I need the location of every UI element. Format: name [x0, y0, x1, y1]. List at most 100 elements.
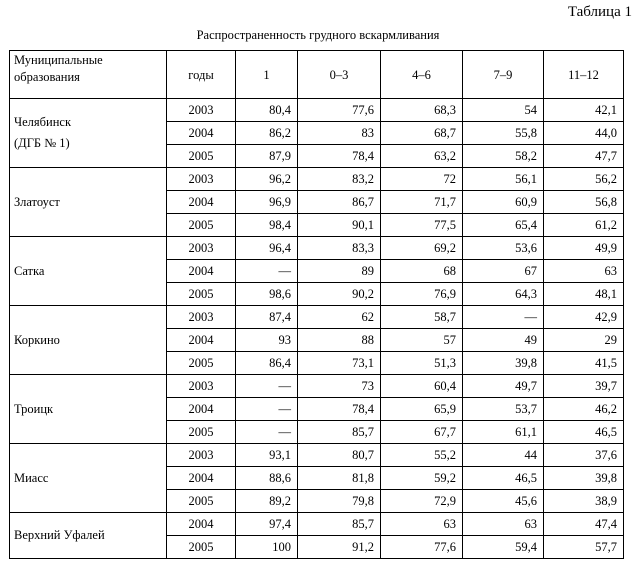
- table-title: Распространенность грудного вскармливани…: [196, 28, 440, 42]
- table-header: Муниципальные образования годы 1 0–3 4–6…: [9, 50, 624, 99]
- table-row: 2004 88,6 81,8 59,2 46,5 39,8: [10, 466, 624, 490]
- year-cell: 2003: [166, 167, 236, 191]
- table-row: Златоуст 2003 96,2 83,2 72 56,1 56,2: [9, 167, 624, 237]
- year-cell: 2003: [166, 374, 236, 398]
- table-row: Верхний Уфалей 2004 97,4 85,7 63 63 47,4: [9, 512, 624, 559]
- value-cell: 39,7: [543, 374, 624, 398]
- value-cell: 71,7: [380, 190, 463, 214]
- value-cell: 76,9: [380, 282, 463, 306]
- header-row: Муниципальные образования годы 1 0–3 4–6…: [9, 50, 624, 99]
- value-cell: 49,7: [462, 374, 544, 398]
- value-cell: 96,9: [235, 190, 298, 214]
- table-row: Сатка 2003 96,4 83,3 69,2 53,6 49,9: [9, 236, 624, 306]
- value-cell: 89,2: [235, 489, 298, 513]
- value-cell: 65,9: [380, 397, 463, 421]
- year-cell: 2005: [166, 535, 236, 559]
- value-cell: 63: [543, 259, 624, 283]
- value-cell: 80,4: [235, 98, 298, 122]
- value-cell: 58,2: [462, 144, 544, 168]
- header-age-0-3: 0–3: [297, 50, 381, 99]
- municipality-name-line: Верхний Уфалей: [14, 528, 105, 542]
- value-cell: 58,7: [380, 305, 463, 329]
- value-cell: 98,4: [235, 213, 298, 237]
- municipality-cell: Миасс: [9, 443, 167, 513]
- value-cell: 49: [462, 328, 544, 352]
- value-cell: 62: [297, 305, 381, 329]
- value-cell: 83: [297, 121, 381, 145]
- value-cell: 72,9: [380, 489, 463, 513]
- value-cell: 73,1: [297, 351, 381, 375]
- table-caption: Таблица 1: [567, 4, 632, 20]
- value-cell: 37,6: [543, 443, 624, 467]
- municipality-cell: Златоуст: [9, 167, 167, 237]
- value-cell: 59,4: [462, 535, 544, 559]
- value-cell: 83,2: [297, 167, 381, 191]
- value-cell: 47,4: [543, 512, 624, 536]
- value-cell: 46,5: [543, 420, 624, 444]
- value-cell: 81,8: [297, 466, 381, 490]
- value-cell: —: [235, 420, 298, 444]
- value-cell: 61,1: [462, 420, 544, 444]
- value-cell: 65,4: [462, 213, 544, 237]
- header-age-4-6: 4–6: [380, 50, 463, 99]
- value-cell: 41,5: [543, 351, 624, 375]
- municipality-name-line: (ДГБ № 1): [14, 136, 70, 150]
- value-cell: 39,8: [543, 466, 624, 490]
- value-cell: —: [235, 259, 298, 283]
- header-municipality-line: образования: [14, 70, 80, 84]
- table-row: Коркино 2003 87,4 62 58,7—42,9: [9, 305, 624, 375]
- year-cell: 2004: [166, 190, 236, 214]
- year-cell: 2004: [166, 466, 236, 490]
- value-cell: 46,5: [462, 466, 544, 490]
- year-cell: 2004: [166, 259, 236, 283]
- value-cell: 96,4: [235, 236, 298, 260]
- table-body: Челябинск (ДГБ № 1) 2003 80,4 77,6 68,3 54 42,1…: [9, 98, 624, 559]
- value-cell: 87,9: [235, 144, 298, 168]
- value-cell: 59,2: [380, 466, 463, 490]
- value-cell: —: [235, 374, 298, 398]
- table-row: 2005 100 91,2 77,6 59,4 57,7: [10, 535, 624, 559]
- table-row: 2004 96,9 86,7 71,7 60,9 56,8: [10, 190, 624, 214]
- municipality-name-line: Троицк: [14, 401, 54, 416]
- value-cell: 86,2: [235, 121, 298, 145]
- value-cell: 64,3: [462, 282, 544, 306]
- value-cell: 77,6: [380, 535, 463, 559]
- table-row: Троицк 2003—73 60,4 49,7 39,7: [9, 374, 624, 444]
- value-cell: 98,6: [235, 282, 298, 306]
- value-cell: 96,2: [235, 167, 298, 191]
- value-cell: 83,3: [297, 236, 381, 260]
- year-cell: 2003: [166, 443, 236, 467]
- value-cell: 78,4: [297, 397, 381, 421]
- value-cell: 45,6: [462, 489, 544, 513]
- value-cell: 39,8: [462, 351, 544, 375]
- value-cell: 86,4: [235, 351, 298, 375]
- value-cell: 91,2: [297, 535, 381, 559]
- value-cell: 79,8: [297, 489, 381, 513]
- municipality-name-line: Челябинск: [14, 115, 72, 129]
- municipality-name-line: Миасс: [14, 470, 49, 485]
- value-cell: 29: [543, 328, 624, 352]
- municipality-cell: Верхний Уфалей: [9, 512, 167, 559]
- header-age-7-9: 7–9: [462, 50, 544, 99]
- value-cell: 78,4: [297, 144, 381, 168]
- value-cell: 55,2: [380, 443, 463, 467]
- year-cell: 2004: [166, 121, 236, 145]
- value-cell: 38,9: [543, 489, 624, 513]
- value-cell: 56,1: [462, 167, 544, 191]
- header-age-1: 1: [235, 50, 298, 99]
- table-row: 2005 87,9 78,4 63,2 58,2 47,7: [10, 144, 624, 168]
- year-cell: 2005: [166, 144, 236, 168]
- value-cell: 44,0: [543, 121, 624, 145]
- year-cell: 2003: [166, 98, 236, 122]
- value-cell: 42,9: [543, 305, 624, 329]
- municipality-name-line: Златоуст: [14, 194, 60, 209]
- value-cell: 68,7: [380, 121, 463, 145]
- value-cell: 93: [235, 328, 298, 352]
- value-cell: 88: [297, 328, 381, 352]
- value-cell: 56,8: [543, 190, 624, 214]
- value-cell: 56,2: [543, 167, 624, 191]
- municipality-cell: Сатка: [9, 236, 167, 306]
- value-cell: 87,4: [235, 305, 298, 329]
- value-cell: 47,7: [543, 144, 624, 168]
- value-cell: 61,2: [543, 213, 624, 237]
